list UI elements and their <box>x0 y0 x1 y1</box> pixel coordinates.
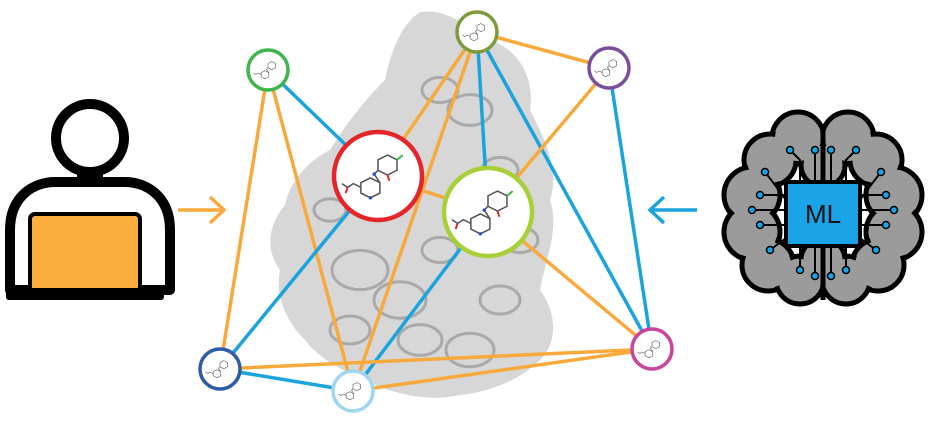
protein-helix <box>372 280 428 320</box>
ml-chip <box>784 180 862 248</box>
edge-purple-magenta <box>607 67 654 350</box>
protein-helix <box>478 284 522 316</box>
node-purple <box>587 46 631 90</box>
node-magenta <box>630 327 674 371</box>
edge-olive-purple <box>476 30 610 70</box>
molecule-structure-icon <box>451 190 514 236</box>
node-lime <box>441 165 535 259</box>
node-navy <box>198 347 242 391</box>
edge-green-navy <box>218 69 270 370</box>
protein-helix <box>446 93 494 127</box>
molecule-structure-icon <box>205 360 228 379</box>
node-lightblue <box>331 369 375 413</box>
network-nodes <box>198 10 674 413</box>
arrow-right-icon <box>178 195 227 225</box>
protein-helix <box>330 248 390 292</box>
person-at-laptop-icon <box>5 99 175 300</box>
brain-circuit-icon: ML <box>721 109 925 307</box>
node-green <box>246 48 290 92</box>
edge-olive-lightblue <box>351 31 479 392</box>
protein-helix <box>444 331 496 369</box>
molecule-structure-icon <box>341 154 404 200</box>
molecule-structure-icon <box>594 59 617 78</box>
protein-helix <box>328 314 372 346</box>
molecule-structure-icon <box>338 382 361 401</box>
brain-lobes <box>721 109 925 307</box>
edge-navy-lightblue <box>219 367 354 393</box>
molecule-structure-icon <box>253 61 276 80</box>
edge-green-lightblue <box>266 69 355 392</box>
molecule-structure-icon <box>637 340 660 359</box>
node-red <box>331 129 425 223</box>
edge-navy-magenta <box>219 347 653 371</box>
protein-helix <box>396 323 444 357</box>
edge-olive-magenta <box>475 31 654 350</box>
brain-circuits <box>747 145 899 281</box>
node-olive <box>455 10 499 54</box>
molecule-structure-icon <box>462 23 485 42</box>
protein-helix <box>312 197 348 223</box>
laptop-screen <box>28 212 142 294</box>
edge-lightblue-magenta <box>352 347 653 393</box>
arrow-left-icon <box>647 195 697 225</box>
ml-chip-label: ML <box>805 199 841 229</box>
